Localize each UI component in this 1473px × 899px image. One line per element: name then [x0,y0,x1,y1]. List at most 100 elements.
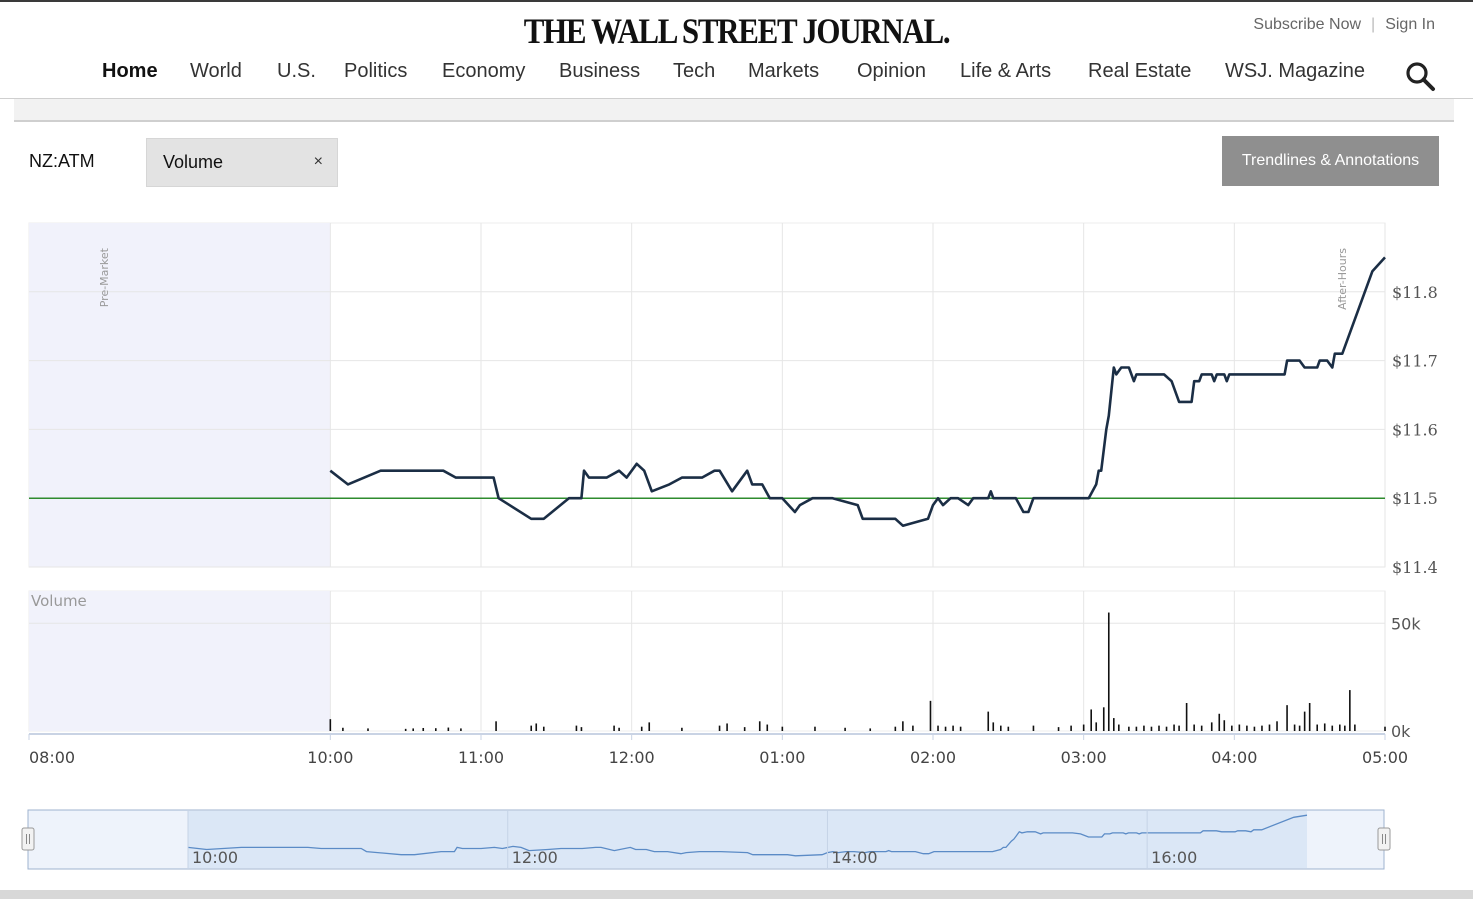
volume-premarket-shade [29,591,331,731]
volume-bar [1323,723,1326,731]
volume-bar [1349,690,1351,731]
taskbar-strip [0,890,1473,899]
volume-bar [412,728,414,731]
premarket-shade [29,223,331,567]
volume-bar [1231,725,1233,731]
premarket-label: Pre-Market [98,247,111,307]
volume-bar [1331,725,1334,731]
nav-markets[interactable]: Markets [748,60,820,82]
volume-indicator-chip[interactable]: Volume × [146,138,338,187]
volume-bar [530,725,533,731]
volume-bar [929,700,932,731]
nav-real-estate[interactable]: Real Estate [1088,60,1192,82]
volume-bar [1095,722,1098,731]
time-axis-tick: 12:00 [609,748,655,767]
volume-bar [460,728,462,731]
volume-bar [1384,726,1386,731]
price-axis-tick: $11.4 [1392,558,1438,577]
volume-bar [447,727,450,731]
volume-bar [1032,725,1035,731]
navigator-tick: 14:00 [831,848,877,867]
header-divider [0,98,1473,99]
volume-bar [575,725,578,731]
volume-bar [1246,725,1248,731]
time-axis-tick: 11:00 [458,748,504,767]
volume-bar [1193,724,1195,731]
navigator-selection [188,811,1307,868]
volume-bar [959,726,962,731]
afterhours-label: After-Hours [1336,248,1349,310]
volume-bar [766,724,769,731]
volume-bar [844,727,846,731]
sub-header-bar [14,99,1454,122]
volume-bar [1238,724,1241,731]
price-axis-tick: $11.6 [1392,420,1438,439]
time-axis-tick: 10:00 [307,748,353,767]
volume-bar [1090,709,1092,731]
volume-bar [1218,713,1221,731]
volume-bar [902,721,904,731]
volume-bar [718,725,721,731]
volume-bar [435,728,437,731]
volume-bar [1344,725,1346,731]
time-axis-tick: 03:00 [1061,748,1107,767]
nav-politics[interactable]: Politics [344,60,408,82]
signin-link[interactable]: Sign In [1385,16,1435,33]
nav-world[interactable]: World [190,60,242,82]
volume-bar [342,727,344,731]
volume-bar [912,725,914,731]
volume-bar [1303,711,1306,731]
trendlines-annotations-button[interactable]: Trendlines & Annotations [1222,136,1439,186]
navigator-right-handle[interactable] [1377,827,1391,851]
volume-bar [1135,726,1138,731]
volume-bar [937,725,939,731]
volume-chip-label: Volume [163,152,224,172]
volume-bar [743,727,746,731]
volume-bar [1158,725,1160,731]
masthead-logo[interactable]: THE WALL STREET JOURNAL. [523,11,951,51]
price-axis-tick: $11.7 [1392,352,1438,371]
navigator-tick: 10:00 [192,848,238,867]
volume-bar [944,726,947,731]
price-axis-tick: $11.8 [1392,283,1438,302]
subscribe-link[interactable]: Subscribe Now [1253,16,1362,33]
price-series-line [329,256,1386,528]
volume-bar [640,726,643,731]
account-separator: | [1371,16,1376,33]
nav-life-arts[interactable]: Life & Arts [960,60,1052,82]
volume-bar [495,721,497,731]
time-axis-tick: 02:00 [910,748,956,767]
volume-bar [613,725,615,731]
search-icon[interactable] [1404,60,1436,92]
navigator-tick: 12:00 [512,848,558,867]
close-icon[interactable]: × [313,153,323,170]
time-axis-tick: 05:00 [1362,748,1408,767]
volume-bar [1298,725,1301,731]
nav-us[interactable]: U.S. [277,60,316,82]
time-axis-tick: 01:00 [759,748,805,767]
nav-wsj-magazine[interactable]: WSJ. Magazine [1225,60,1366,82]
volume-bar [1057,727,1060,731]
volume-bar [367,728,369,731]
volume-bar [1082,724,1085,731]
nav-business[interactable]: Business [559,60,641,82]
nav-home[interactable]: Home [102,60,158,82]
price-axis-tick: $11.5 [1392,489,1438,508]
volume-bar [992,722,995,731]
volume-bar [535,723,538,731]
volume-bar [1268,724,1271,731]
volume-bar [1113,718,1115,731]
account-links: Subscribe Now | Sign In [1253,16,1435,34]
volume-bar [580,727,583,731]
volume-bar [1150,726,1153,731]
ticker-symbol: NZ:ATM [29,151,95,171]
nav-economy[interactable]: Economy [442,60,526,82]
volume-bar [422,727,425,731]
volume-bar [1316,724,1318,731]
volume-bar [1210,722,1213,731]
nav-tech[interactable]: Tech [673,60,716,82]
navigator-left-handle[interactable] [21,827,35,851]
volume-bar [952,725,954,731]
nav-opinion[interactable]: Opinion [857,60,926,82]
